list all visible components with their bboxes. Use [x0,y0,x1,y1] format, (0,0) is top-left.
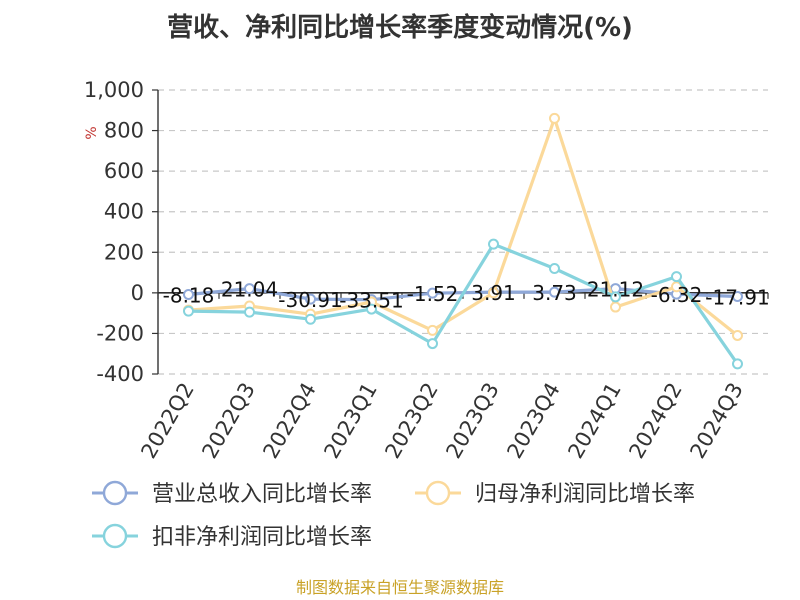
series-lines [183,112,743,370]
x-tick-labels: 2022Q22022Q32022Q42023Q12023Q22023Q32023… [136,379,747,463]
data-point [488,238,499,250]
legend-label: 营业总收入同比增长率 [152,482,372,507]
y-tick-label: 800 [104,119,144,143]
data-label: 21.12 [587,278,644,302]
data-point [671,281,682,293]
x-tick-label: 2024Q3 [685,379,747,463]
x-tick-label: 2023Q1 [319,379,381,463]
series-line [188,116,739,337]
grid-lines [158,89,768,375]
x-tick-label: 2023Q4 [502,379,564,463]
data-point [610,301,621,313]
chart-title: 营收、净利同比增长率季度变动情况(%) [167,12,633,43]
y-tick-labels: -400 -200 0 200 400 600 800 1,000 [84,78,144,386]
source-note: 制图数据来自恒生聚源数据库 [296,578,504,597]
legend-marker [425,480,451,506]
data-point [427,287,438,299]
series-line [188,242,739,365]
data-labels: -8.18 21.04 -30.91-33.51 -1.52 3.91 3.73 21.12… [163,278,770,313]
data-point [305,313,316,325]
x-tick-label: 2024Q1 [563,379,625,463]
x-tick-label: 2022Q3 [197,379,259,463]
data-point [549,286,560,298]
legend-marker [102,523,128,549]
data-point [732,329,743,341]
y-tick-label: -200 [96,321,144,345]
y-tick-label: 600 [104,159,144,183]
y-tick-label: 1,000 [84,78,144,102]
data-point [305,293,316,305]
data-label: 3.91 [471,281,516,305]
data-point [183,289,194,301]
data-point [732,358,743,370]
data-point [549,263,560,275]
data-label: -30.91 [278,288,342,312]
y-tick-label: 200 [104,240,144,264]
y-tick-label: 400 [104,200,144,224]
data-point [244,306,255,318]
legend-label: 扣非净利润同比增长率 [152,525,372,550]
data-point [610,291,621,303]
data-label: -33.51 [339,289,403,313]
axes [152,89,769,375]
y-unit-label: % [84,126,100,139]
data-point [244,283,255,295]
data-label: -1.52 [407,282,459,306]
data-label: -8.18 [163,284,215,308]
data-point [671,271,682,283]
data-label: 21.04 [221,278,278,302]
data-point [183,305,194,317]
x-tick-label: 2022Q2 [136,379,198,463]
data-point [549,112,560,124]
data-point [488,287,499,299]
data-label: -6.32 [651,283,703,307]
legend-marker [102,480,128,506]
data-point [366,303,377,315]
legend-label: 归母净利润同比增长率 [475,482,695,507]
data-label: -17.91 [705,285,769,309]
x-tick-label: 2023Q2 [380,379,442,463]
data-point [427,338,438,350]
x-tick-label: 2024Q2 [624,379,686,463]
y-tick-label: 0 [131,281,144,305]
data-point [732,290,743,302]
data-label: 3.73 [532,281,577,305]
x-tick-label: 2023Q3 [441,379,503,463]
x-tick-label: 2022Q4 [258,379,320,463]
data-point [427,324,438,336]
y-tick-label: -400 [96,362,144,386]
